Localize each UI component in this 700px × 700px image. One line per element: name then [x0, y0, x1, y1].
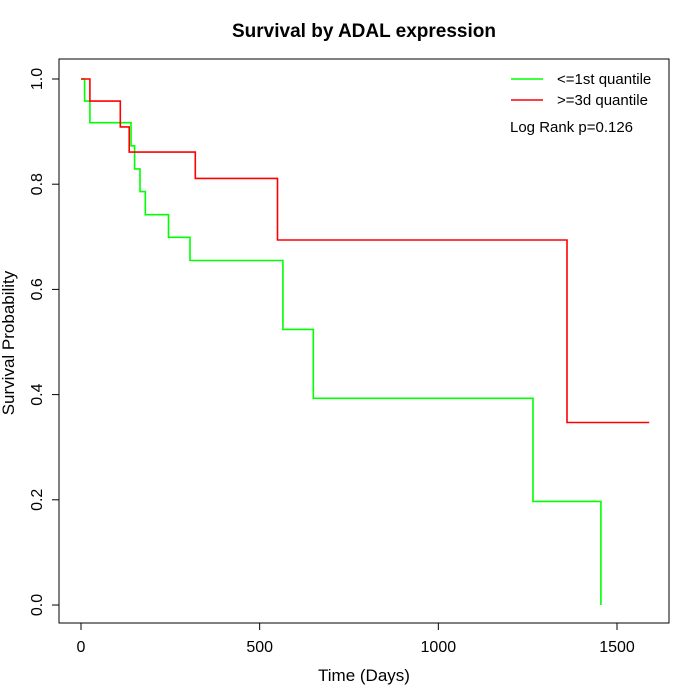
log-rank-annotation: Log Rank p=0.126 [510, 119, 633, 136]
x-axis: 0 500 1000 1500 [77, 622, 635, 656]
x-tick-label: 0 [77, 639, 86, 656]
series-group [81, 78, 650, 605]
y-tick-label: 1.0 [29, 68, 46, 90]
y-tick-label: 0.8 [29, 173, 46, 195]
x-tick-label: 1000 [421, 639, 457, 656]
y-axis: 0.0 0.2 0.4 0.6 0.8 1.0 [29, 68, 60, 616]
series-line-low-quantile [81, 78, 602, 605]
legend: <=1st quantile >=3d quantile [511, 71, 651, 109]
y-axis-label: Survival Probability [0, 270, 18, 415]
y-tick-label: 0.2 [29, 489, 46, 511]
chart-title: Survival by ADAL expression [232, 21, 496, 42]
x-axis-label: Time (Days) [318, 666, 410, 685]
series-line-high-quantile [81, 78, 650, 424]
y-tick-label: 0.4 [29, 383, 46, 405]
legend-label: >=3d quantile [557, 92, 648, 109]
y-tick-label: 0.6 [29, 278, 46, 300]
x-tick-label: 500 [246, 639, 273, 656]
legend-label: <=1st quantile [557, 71, 651, 88]
x-tick-label: 1500 [599, 639, 635, 656]
y-tick-label: 0.0 [29, 594, 46, 616]
plot-frame [58, 58, 670, 624]
